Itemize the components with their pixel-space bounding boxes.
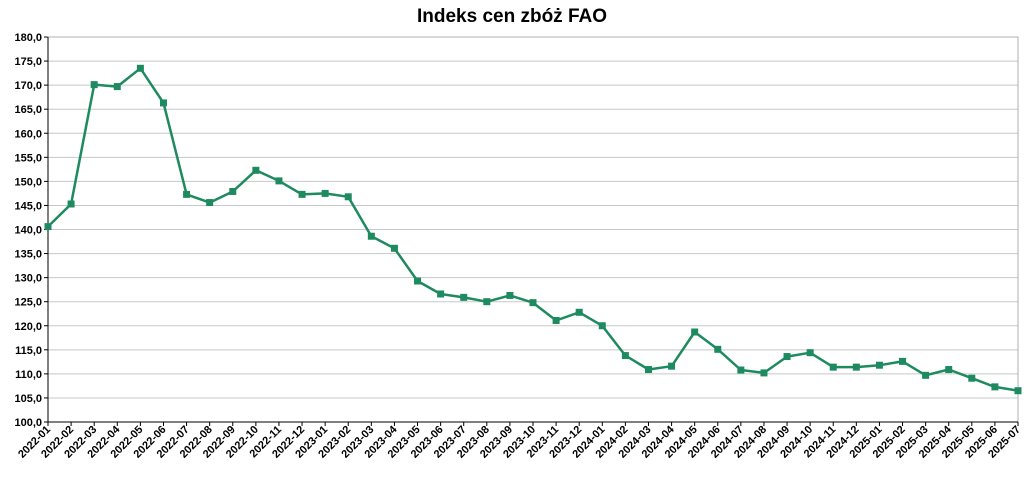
data-point-marker [275,177,283,185]
y-tick-label: 125,0 [14,297,42,309]
data-point-marker [899,357,907,365]
data-point-marker [229,187,237,195]
data-point-marker [945,366,953,374]
data-point-marker [44,223,52,231]
y-tick-label: 175,0 [14,56,42,68]
data-point-marker [552,316,560,324]
data-point-marker [737,366,745,374]
data-point-marker [183,190,191,198]
data-point-marker [460,293,468,301]
data-point-marker [598,322,606,330]
data-point-marker [390,244,398,252]
y-tick-label: 120,0 [14,321,42,333]
data-point-marker [159,99,167,107]
y-tick-label: 140,0 [14,225,42,237]
data-point-marker [136,64,144,72]
data-point-marker [344,193,352,201]
y-tick-label: 170,0 [14,80,42,92]
chart-title: Indeks cen zbóż FAO [416,6,608,27]
data-point-marker [691,328,699,336]
y-tick-label: 100,0 [14,417,42,429]
data-point-marker [922,371,930,379]
data-point-marker [991,383,999,391]
data-point-marker [437,290,445,298]
y-tick-label: 165,0 [14,104,42,116]
data-point-marker [621,352,629,360]
y-tick-label: 180,0 [14,32,42,44]
y-tick-label: 135,0 [14,249,42,261]
data-point-marker [206,199,214,207]
y-tick-label: 130,0 [14,273,42,285]
data-point-marker [806,349,814,357]
data-point-marker [506,291,514,299]
y-tick-label: 155,0 [14,152,42,164]
data-point-marker [783,353,791,361]
data-point-marker [113,83,121,91]
y-tick-label: 145,0 [14,200,42,212]
y-tick-label: 150,0 [14,176,42,188]
data-point-marker [483,298,491,306]
y-tick-label: 115,0 [15,345,42,357]
data-point-marker [321,189,329,197]
data-point-marker [644,366,652,374]
data-point-marker [760,369,768,377]
data-point-marker [1014,387,1022,395]
y-tick-label: 110,0 [15,369,42,381]
y-tick-label: 105,0 [14,393,42,405]
data-point-marker [968,374,976,382]
y-tick-label: 160,0 [14,128,42,140]
data-point-marker [875,361,883,369]
data-point-marker [252,166,260,174]
data-point-marker [67,200,75,208]
data-point-marker [852,363,860,371]
data-point-marker [668,362,676,370]
data-point-marker [298,190,306,198]
data-point-marker [90,81,98,89]
data-point-marker [529,299,537,307]
data-point-marker [367,232,375,240]
data-point-marker [575,308,583,316]
data-point-marker [714,345,722,353]
data-point-marker [829,363,837,371]
data-point-marker [414,277,422,285]
